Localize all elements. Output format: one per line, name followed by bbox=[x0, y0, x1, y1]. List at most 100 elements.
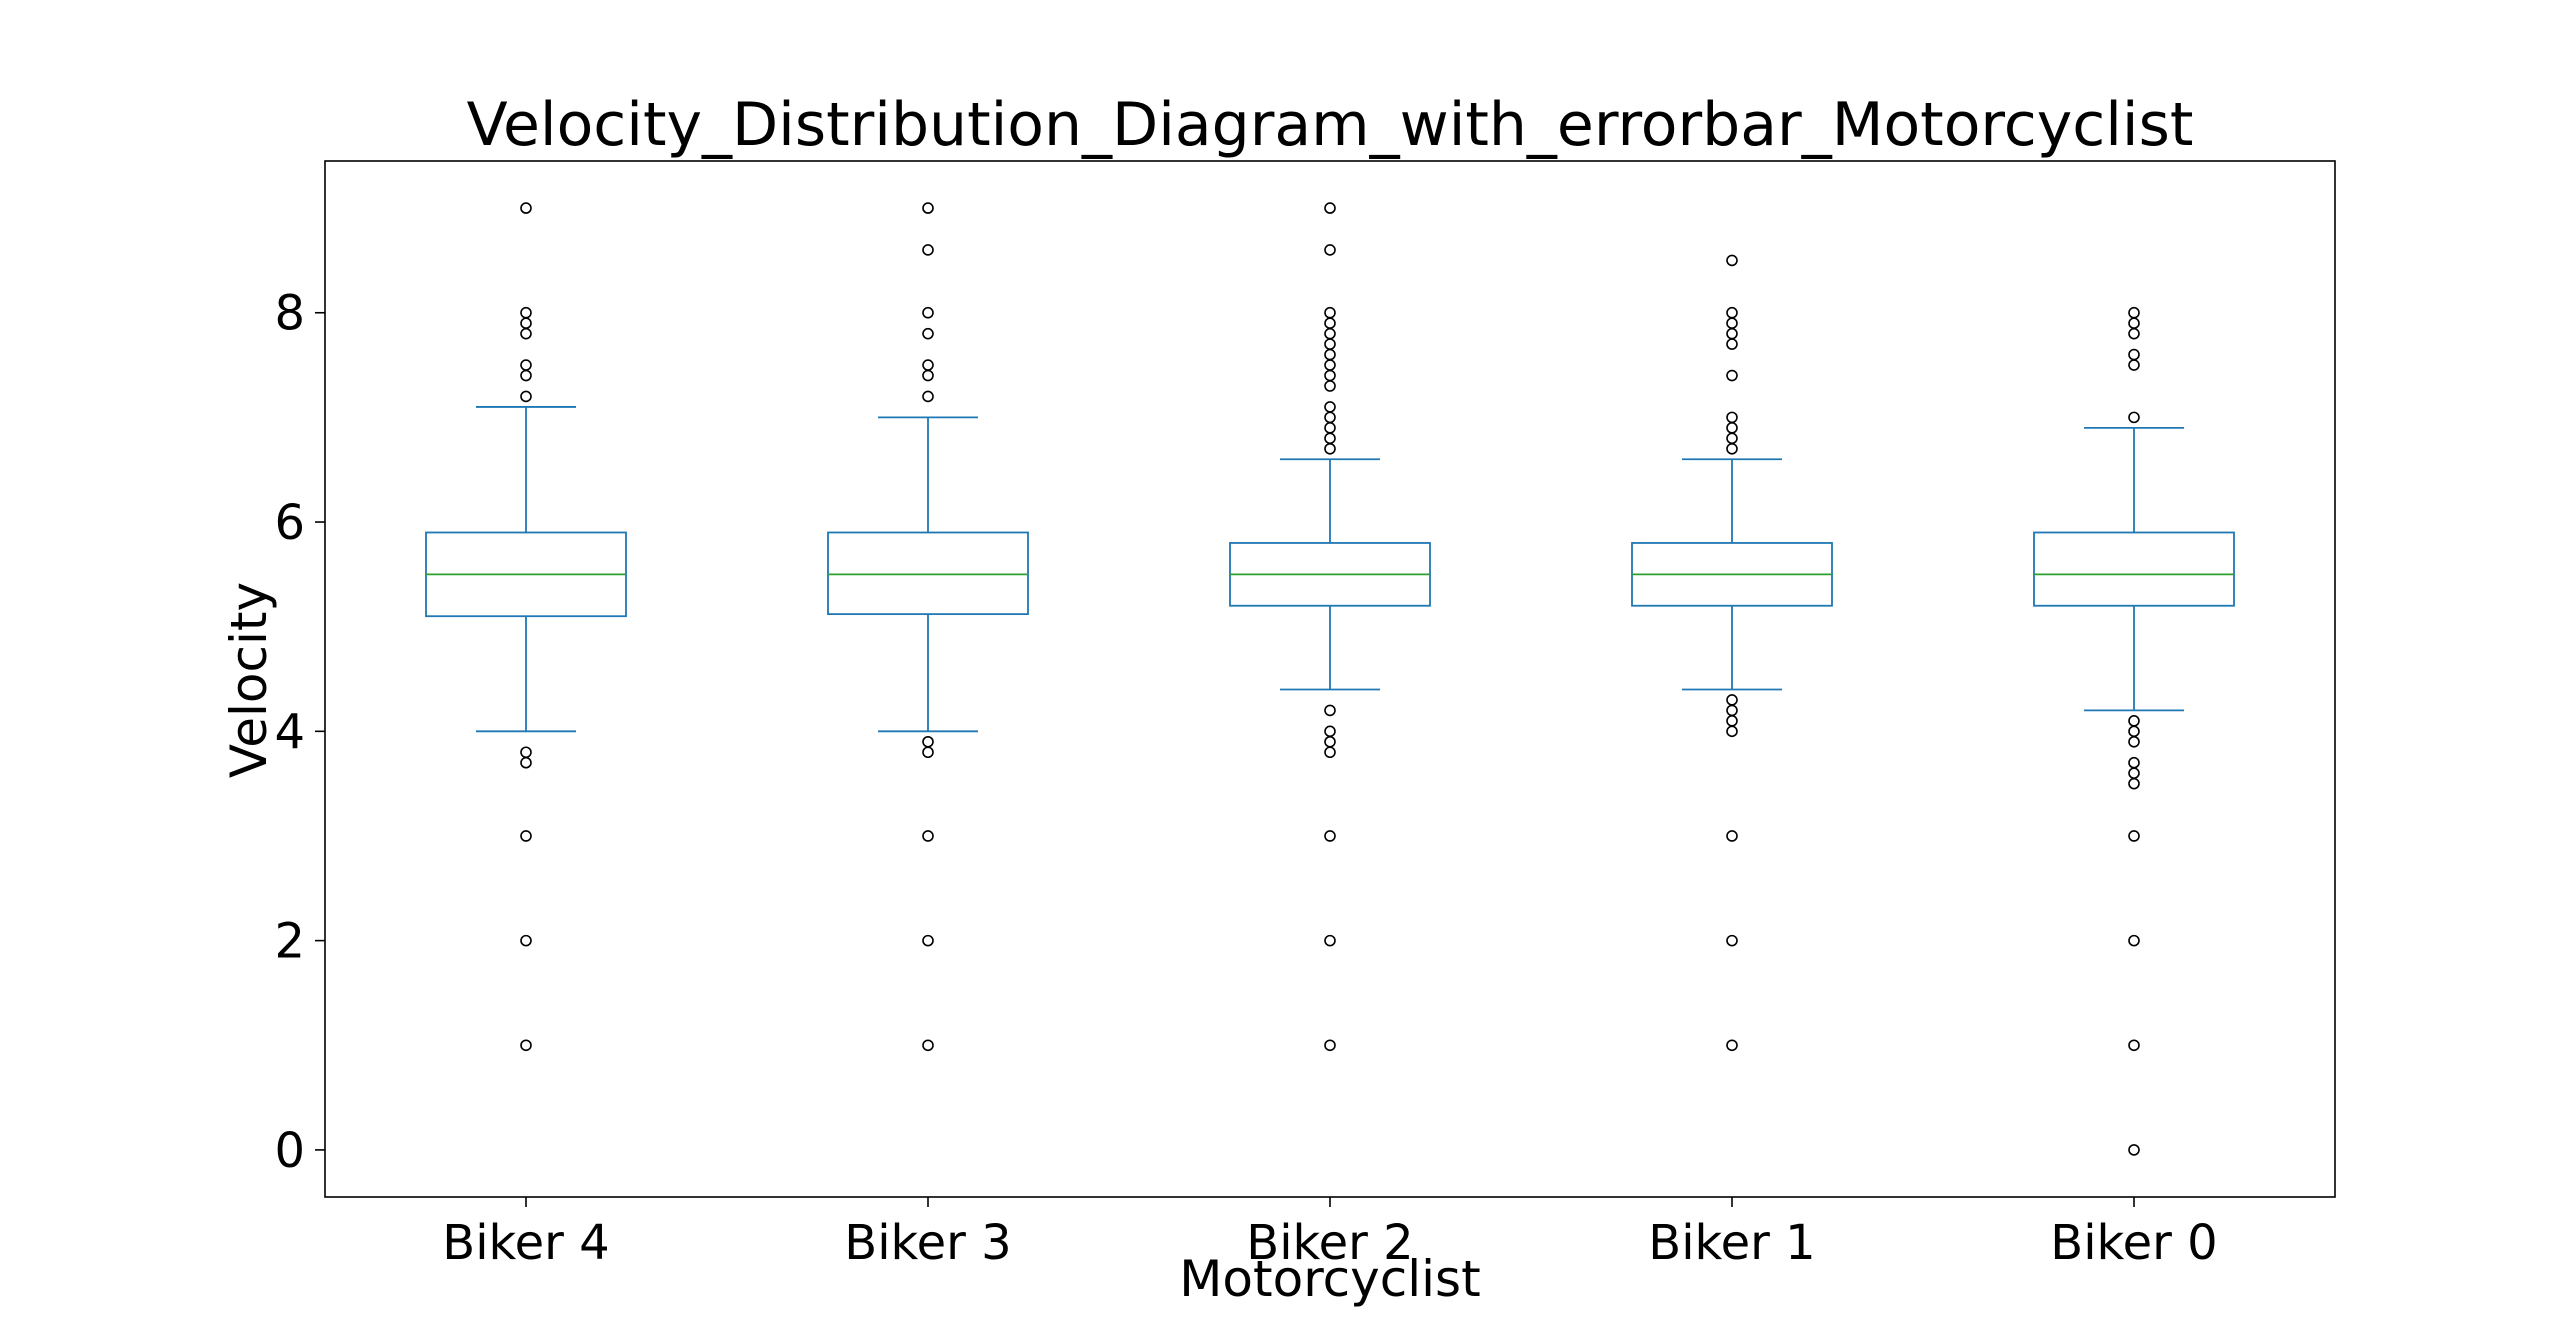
outlier-point bbox=[1726, 442, 1738, 455]
box-group bbox=[2033, 306, 2235, 1156]
outlier-point bbox=[1324, 369, 1336, 382]
outlier-point bbox=[1324, 735, 1336, 748]
x-tick-label: Biker 4 bbox=[442, 1215, 609, 1271]
outlier-point bbox=[1324, 704, 1336, 717]
outlier-point bbox=[922, 830, 934, 842]
outlier-point bbox=[1324, 934, 1336, 947]
box-group bbox=[827, 202, 1029, 1052]
outlier-point bbox=[1726, 369, 1738, 382]
outlier-point bbox=[922, 306, 934, 319]
outlier-point bbox=[1324, 411, 1336, 424]
chart-title: Velocity_Distribution_Diagram_with_error… bbox=[467, 90, 2194, 160]
outlier-point bbox=[1324, 830, 1336, 842]
outlier-point bbox=[2128, 934, 2140, 947]
box-group bbox=[1229, 202, 1431, 1052]
outlier-point bbox=[2128, 830, 2140, 842]
outlier-point bbox=[520, 756, 532, 769]
outlier-point bbox=[922, 746, 934, 759]
y-tick-label: 8 bbox=[274, 286, 305, 342]
outlier-point bbox=[1726, 725, 1738, 738]
outlier-point bbox=[922, 390, 934, 403]
outlier-point bbox=[520, 369, 532, 382]
outlier-point bbox=[520, 830, 532, 842]
outlier-point bbox=[2128, 411, 2140, 424]
outlier-point bbox=[520, 202, 532, 214]
outlier-point bbox=[1324, 442, 1336, 455]
x-tick-label: Biker 2 bbox=[1246, 1215, 1413, 1271]
outlier-point bbox=[2128, 756, 2140, 769]
outlier-point bbox=[1324, 359, 1336, 371]
outlier-point bbox=[1324, 244, 1336, 256]
outlier-point bbox=[1726, 254, 1738, 267]
outlier-point bbox=[520, 359, 532, 371]
outlier-point bbox=[1726, 704, 1738, 717]
box-group bbox=[1631, 254, 1833, 1052]
outlier-point bbox=[2128, 767, 2140, 779]
outlier-point bbox=[1324, 380, 1336, 392]
outlier-point bbox=[1726, 830, 1738, 842]
outlier-point bbox=[922, 735, 934, 748]
plot-area bbox=[425, 202, 2235, 1156]
outlier-point bbox=[2128, 1144, 2140, 1156]
outlier-point bbox=[1726, 694, 1738, 706]
outlier-point bbox=[922, 359, 934, 371]
outlier-point bbox=[1726, 306, 1738, 319]
outlier-point bbox=[520, 327, 532, 340]
outlier-point bbox=[520, 390, 532, 403]
y-tick-label: 6 bbox=[274, 495, 305, 551]
outlier-point bbox=[1726, 327, 1738, 340]
outlier-point bbox=[1726, 432, 1738, 445]
outlier-point bbox=[1324, 1039, 1336, 1052]
outlier-point bbox=[1726, 1039, 1738, 1052]
outlier-point bbox=[1324, 348, 1336, 361]
outlier-point bbox=[520, 1039, 532, 1052]
outlier-point bbox=[520, 317, 532, 330]
y-tick-label: 0 bbox=[274, 1123, 305, 1179]
outlier-point bbox=[1726, 422, 1738, 434]
outlier-point bbox=[2128, 359, 2140, 371]
x-tick-label: Biker 3 bbox=[844, 1215, 1011, 1271]
outlier-point bbox=[922, 934, 934, 947]
outlier-point bbox=[2128, 777, 2140, 790]
box-group bbox=[425, 202, 627, 1052]
outlier-point bbox=[2128, 1039, 2140, 1052]
outlier-point bbox=[922, 244, 934, 256]
outlier-point bbox=[2128, 317, 2140, 330]
outlier-point bbox=[1726, 934, 1738, 947]
box-iqr bbox=[827, 531, 1029, 616]
outlier-point bbox=[1324, 317, 1336, 330]
outlier-point bbox=[1726, 715, 1738, 727]
outlier-point bbox=[922, 327, 934, 340]
outlier-point bbox=[2128, 735, 2140, 748]
box-iqr bbox=[2033, 531, 2235, 607]
outlier-point bbox=[2128, 348, 2140, 361]
outlier-point bbox=[922, 202, 934, 214]
axes: Biker 4 Biker 3 Biker 2 Biker 1 Biker 0 0 2 4 6 8 bbox=[274, 286, 2217, 1271]
outlier-point bbox=[1324, 327, 1336, 340]
outlier-point bbox=[1324, 338, 1336, 350]
x-tick-label: Biker 1 bbox=[1648, 1215, 1815, 1271]
outlier-point bbox=[1324, 422, 1336, 434]
outlier-point bbox=[1324, 202, 1336, 214]
y-axis-label: Velocity bbox=[220, 582, 278, 778]
outlier-point bbox=[2128, 715, 2140, 727]
x-tick-label: Biker 0 bbox=[2050, 1215, 2217, 1271]
outlier-point bbox=[1324, 746, 1336, 759]
outlier-point bbox=[520, 306, 532, 319]
outlier-point bbox=[1324, 401, 1336, 413]
outlier-point bbox=[1324, 725, 1336, 738]
outlier-point bbox=[1324, 432, 1336, 445]
outlier-point bbox=[520, 934, 532, 947]
outlier-point bbox=[2128, 327, 2140, 340]
outlier-point bbox=[1726, 411, 1738, 424]
outlier-point bbox=[1324, 306, 1336, 319]
y-tick-label: 2 bbox=[274, 914, 305, 970]
outlier-point bbox=[2128, 725, 2140, 738]
y-tick-label: 4 bbox=[274, 704, 305, 760]
outlier-point bbox=[922, 369, 934, 382]
outlier-point bbox=[1726, 317, 1738, 330]
outlier-point bbox=[1726, 338, 1738, 350]
x-axis-label: Motorcyclist bbox=[1179, 1250, 1480, 1308]
outlier-point bbox=[2128, 306, 2140, 319]
